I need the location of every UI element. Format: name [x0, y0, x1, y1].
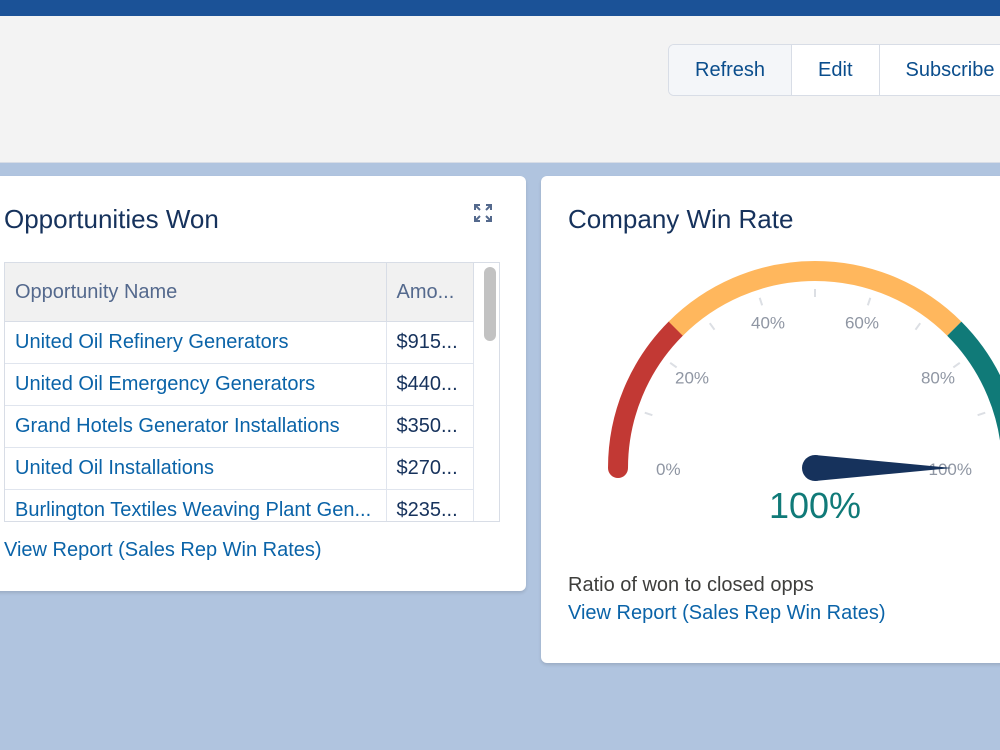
- gauge-value-label: 100%: [769, 485, 861, 526]
- gauge-tick-label: 60%: [845, 313, 879, 332]
- opportunity-amount: $235...: [386, 489, 474, 521]
- table-row: United Oil Refinery Generators $915...: [5, 321, 474, 364]
- column-header-opportunity-name[interactable]: Opportunity Name: [5, 263, 387, 322]
- view-report-link[interactable]: View Report (Sales Rep Win Rates): [568, 602, 886, 624]
- card-title: Company Win Rate: [568, 204, 794, 234]
- gauge-minor-tick: [977, 411, 986, 417]
- opportunity-amount: $270...: [386, 447, 474, 490]
- gauge-tick-label: 0%: [656, 460, 681, 479]
- gauge-band: [668, 261, 962, 336]
- scrollbar-thumb[interactable]: [484, 267, 496, 341]
- gauge-minor-tick: [708, 322, 716, 331]
- expand-icon[interactable]: [474, 204, 492, 222]
- gauge-needle: [815, 455, 952, 481]
- gauge-caption: Ratio of won to closed opps: [568, 574, 814, 596]
- gauge-needle-hub: [802, 455, 828, 481]
- gauge-minor-tick: [644, 411, 653, 417]
- opportunity-amount: $915...: [386, 321, 474, 364]
- gauge-minor-tick: [669, 361, 678, 369]
- gauge-minor-tick: [914, 322, 922, 331]
- top-banner: [0, 0, 1000, 16]
- gauge-band: [947, 321, 1000, 442]
- table-row: United Oil Emergency Generators $440...: [5, 363, 474, 406]
- opportunity-amount: $350...: [386, 405, 474, 448]
- table-header-row: Opportunity Name Amo...: [5, 263, 474, 322]
- dashboard-header: Refresh Edit Subscribe: [0, 16, 1000, 163]
- company-win-rate-card: 0% 20% 40% 60% 80% 100% 100% Company Win Rate …: [541, 176, 1000, 663]
- view-report-link[interactable]: View Report (Sales Rep Win Rates): [4, 539, 322, 561]
- opportunities-won-card: Opportunities Won Opportunity Name Amo..…: [0, 176, 526, 591]
- column-header-amount[interactable]: Amo...: [386, 263, 474, 322]
- opportunity-amount: $440...: [386, 363, 474, 406]
- card-title: Opportunities Won: [4, 204, 219, 234]
- opportunity-name-link[interactable]: Burlington Textiles Weaving Plant Gen...: [5, 489, 387, 521]
- opportunity-name-link[interactable]: United Oil Emergency Generators: [5, 363, 387, 406]
- win-rate-gauge: 0% 20% 40% 60% 80% 100% 100%: [608, 261, 1000, 526]
- opportunities-table: Opportunity Name Amo... United Oil Refin…: [4, 262, 500, 522]
- table-scrollbar[interactable]: [480, 263, 498, 521]
- header-button-group: Refresh Edit Subscribe: [668, 44, 1000, 96]
- subscribe-button[interactable]: Subscribe: [879, 45, 1000, 95]
- table-row: Grand Hotels Generator Installations $35…: [5, 405, 474, 448]
- gauge-tick-label: 80%: [921, 369, 955, 388]
- gauge-minor-tick: [952, 361, 961, 369]
- table-row: United Oil Installations $270...: [5, 447, 474, 490]
- opportunity-name-link[interactable]: United Oil Refinery Generators: [5, 321, 387, 364]
- edit-button[interactable]: Edit: [792, 45, 880, 95]
- gauge-tick-label: 20%: [675, 369, 709, 388]
- table-row: Burlington Textiles Weaving Plant Gen...…: [5, 489, 474, 521]
- gauge-tick-label: 40%: [751, 313, 785, 332]
- opportunity-name-link[interactable]: United Oil Installations: [5, 447, 387, 490]
- refresh-button[interactable]: Refresh: [669, 45, 793, 95]
- opportunity-name-link[interactable]: Grand Hotels Generator Installations: [5, 405, 387, 448]
- gauge-minor-tick: [758, 297, 764, 306]
- gauge-tick-label: 100%: [929, 460, 972, 479]
- gauge-minor-tick: [866, 297, 872, 306]
- gauge-band: [608, 318, 686, 478]
